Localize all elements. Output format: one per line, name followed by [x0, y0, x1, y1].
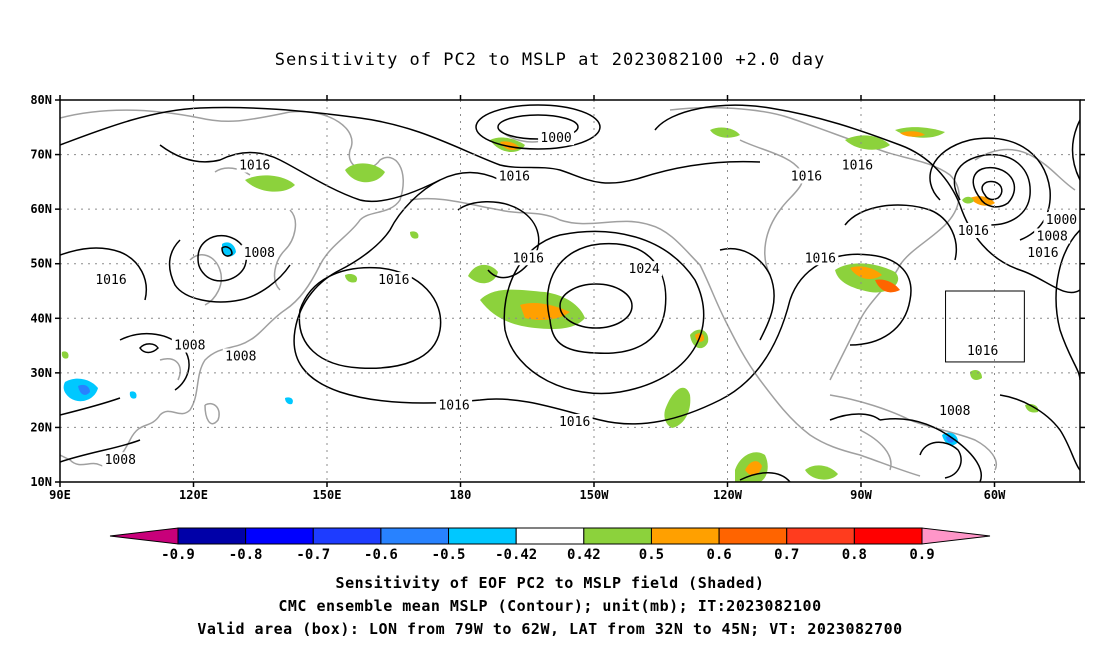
- colorbar-label: 0.5: [639, 547, 664, 563]
- lon-label: 120W: [713, 488, 743, 502]
- contour-label: 1016: [239, 158, 270, 173]
- contour-label-bg: [1024, 244, 1061, 260]
- contour-label-bg: [955, 222, 992, 238]
- colorbar-label: 0.7: [774, 547, 799, 563]
- lat-label: 60N: [30, 202, 52, 216]
- colorbar-low-end: [109, 527, 179, 545]
- contour-label-bg: [802, 250, 839, 266]
- contour-label: 1024: [629, 262, 660, 277]
- colorbar-label: -0.5: [432, 547, 466, 563]
- colorbar-swatch: [245, 527, 314, 545]
- contour-label: 1008: [244, 246, 275, 261]
- contour-label: 1000: [540, 131, 571, 146]
- contour-label-bg: [788, 168, 825, 184]
- colorbar-label: 0.42: [567, 547, 601, 563]
- contour-label: 1008: [1037, 229, 1068, 244]
- map-frame: [59, 99, 1081, 483]
- colorbar-label: 0.9: [909, 547, 934, 563]
- colorbar-label: -0.9: [161, 547, 195, 563]
- contour-label-bg: [496, 168, 533, 184]
- colorbar-swatch: [650, 527, 720, 545]
- contour-label: 1016: [1027, 246, 1058, 261]
- contour-label: 1016: [438, 399, 469, 414]
- contour-label-bg: [1034, 228, 1071, 244]
- contour-label: 1016: [513, 251, 544, 266]
- lon-label: 150W: [580, 488, 610, 502]
- contour-label: 1016: [791, 169, 822, 184]
- contour-label-bg: [436, 397, 473, 413]
- contour-label-bg: [222, 348, 259, 364]
- colorbar-swatch: [583, 527, 652, 545]
- contour-label: 1016: [559, 415, 590, 430]
- colorbar-swatch: [853, 527, 923, 545]
- contour-label: 1016: [958, 224, 989, 239]
- colorbar-high-end: [921, 527, 991, 545]
- lon-label: 60W: [984, 488, 1006, 502]
- colorbar-swatch: [448, 527, 517, 545]
- lat-label: 40N: [30, 311, 52, 325]
- colorbar-swatch: [380, 527, 450, 545]
- colorbar-label: -0.6: [364, 547, 398, 563]
- valid-area-box: [945, 290, 1025, 363]
- contour-label: 1016: [967, 344, 998, 359]
- contour-label-bg: [839, 157, 876, 173]
- lon-label: 150E: [313, 488, 342, 502]
- colorbar-label: -0.42: [495, 547, 537, 563]
- mslp-contours: [60, 104, 1080, 482]
- colorbar-label: 0.8: [842, 547, 867, 563]
- contour-label-bg: [375, 272, 412, 288]
- colorbar-label: 0.6: [706, 547, 731, 563]
- contour-label: 1008: [939, 404, 970, 419]
- footer-line-1: Sensitivity of EOF PC2 to MSLP field (Sh…: [335, 574, 765, 592]
- colorbar-swatch: [312, 527, 382, 545]
- contour-label: 1016: [842, 158, 873, 173]
- contour-label-bg: [102, 452, 139, 468]
- lon-label: 180: [450, 488, 472, 502]
- footer-line-3: Valid area (box): LON from 79W to 62W, L…: [197, 620, 903, 638]
- contour-label-bg: [171, 337, 208, 353]
- contour-label-bg: [626, 261, 663, 277]
- contour-label-bg: [538, 130, 575, 146]
- contour-label: 1008: [174, 339, 205, 354]
- contour-label: 1000: [1046, 213, 1077, 228]
- contour-label-bg: [236, 157, 273, 173]
- lon-label: 120E: [179, 488, 208, 502]
- contour-label: 1016: [378, 273, 409, 288]
- colorbar-swatch: [177, 527, 247, 545]
- contour-label: 1008: [105, 453, 136, 468]
- colorbar-swatch: [718, 527, 788, 545]
- contour-labels: 1000 1016 1016 1016 1016 1016 1016 1016 1016 1016…: [93, 130, 1080, 468]
- lat-label: 70N: [30, 148, 52, 162]
- lon-label: 90E: [49, 488, 71, 502]
- colorbar-label: -0.7: [296, 547, 330, 563]
- lat-label: 50N: [30, 257, 52, 271]
- contour-label: 1008: [225, 349, 256, 364]
- contour-label-bg: [1043, 212, 1080, 228]
- footer-line-2: CMC ensemble mean MSLP (Contour); unit(m…: [278, 597, 822, 615]
- lon-label: 90W: [850, 488, 872, 502]
- colorbar: -0.9 -0.8 -0.7 -0.6 -0.5 -0.42 0.42 0.5 0.6 0.7 0.…: [109, 527, 991, 563]
- contour-label-bg: [964, 343, 1001, 359]
- contour-label-bg: [241, 244, 278, 260]
- contour-label: 1016: [499, 169, 530, 184]
- sensitivity-shading: [61, 127, 1039, 482]
- contour-label: 1016: [805, 251, 836, 266]
- lat-label: 80N: [30, 93, 52, 107]
- colorbar-swatch: [515, 527, 585, 545]
- contour-label-bg: [936, 403, 973, 419]
- lat-label: 20N: [30, 420, 52, 434]
- contour-label-bg: [93, 272, 129, 288]
- contour-label-bg: [556, 413, 593, 429]
- map-title: Sensitivity of PC2 to MSLP at 2023082100…: [274, 50, 826, 70]
- contour-label: 1016: [95, 273, 126, 288]
- contour-label-bg: [510, 250, 547, 266]
- lat-label: 30N: [30, 366, 52, 380]
- colorbar-label: -0.8: [229, 547, 263, 563]
- colorbar-swatch: [786, 527, 855, 545]
- lat-label: 10N: [30, 475, 52, 489]
